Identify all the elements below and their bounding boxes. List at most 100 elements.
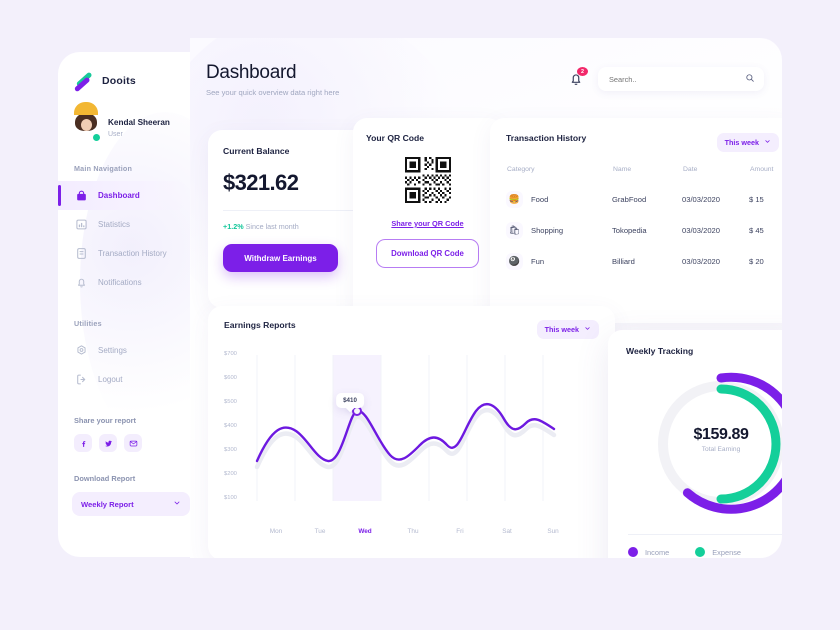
y-axis-tick: $400 [224, 423, 237, 429]
balance-change-percent: +1.2% [223, 222, 244, 231]
x-axis-tick: Sun [547, 528, 559, 535]
notification-bell-button[interactable]: 2 [568, 67, 588, 87]
legend-swatch-income [628, 547, 638, 557]
weekly-tracking-title: Weekly Tracking [626, 346, 694, 356]
transaction-history-card: Transaction History This week Category N… [490, 118, 782, 323]
column-header-category: Category [507, 166, 535, 173]
y-axis-tick: $300 [224, 447, 237, 453]
user-profile[interactable]: Kendal Sheeran User [58, 92, 190, 142]
facebook-icon[interactable] [74, 434, 92, 452]
earnings-filter-value: This week [544, 325, 579, 334]
download-report-select[interactable]: Weekly Report [72, 492, 190, 516]
sidebar-item-label: Logout [98, 375, 123, 384]
table-row[interactable]: 🎱 Fun Billiard 03/03/2020 $ 20 [506, 246, 779, 277]
chart-svg [254, 355, 557, 501]
sidebar-item-notifications[interactable]: Notifications [58, 268, 190, 297]
column-header-date: Date [683, 166, 698, 173]
home-icon [74, 189, 88, 203]
search-box[interactable] [598, 67, 764, 91]
utilities-label: Utilities [74, 319, 102, 328]
sidebar-item-logout[interactable]: Logout [58, 365, 190, 394]
sidebar-item-transaction-history[interactable]: Transaction History [58, 239, 190, 268]
shopping-emoji-icon: 🛍 [506, 222, 523, 239]
sidebar: Dooits Kendal Sheeran User Main Navigati… [58, 52, 190, 557]
divider [628, 534, 782, 535]
document-icon [74, 247, 88, 261]
email-icon[interactable] [124, 434, 142, 452]
sidebar-item-statistics[interactable]: Statistics [58, 210, 190, 239]
qr-code-image [404, 157, 451, 203]
share-report-label: Share your report [74, 416, 137, 425]
x-axis-tick: Tue [314, 528, 326, 535]
transaction-category: Fun [531, 257, 545, 266]
table-row[interactable]: 🛍 Shopping Tokopedia 03/03/2020 $ 45 [506, 215, 779, 246]
main-content: Dashboard See your quick overview data r… [190, 38, 782, 558]
sidebar-item-label: Statistics [98, 220, 131, 229]
chart-active-point [352, 406, 362, 416]
divider [223, 210, 368, 211]
x-axis-tick-active: Wed [358, 528, 372, 535]
chart-line-series [255, 402, 556, 463]
twitter-icon[interactable] [99, 434, 117, 452]
share-qr-link[interactable]: Share your QR Code [391, 219, 464, 228]
balance-title: Current Balance [223, 146, 290, 156]
brand-logo[interactable]: Dooits [58, 70, 190, 92]
transaction-date: 03/03/2020 [682, 195, 721, 204]
transaction-name: GrabFood [612, 195, 647, 204]
y-axis-tick: $700 [224, 351, 237, 357]
x-axis-tick: Fri [456, 528, 464, 535]
weekly-donut-chart [626, 370, 782, 518]
table-row[interactable]: 🍔 Food GrabFood 03/03/2020 $ 15 [506, 184, 779, 215]
gear-icon [74, 344, 88, 358]
transaction-date: 03/03/2020 [682, 226, 721, 235]
sidebar-item-dashboard[interactable]: Dashboard [58, 181, 190, 210]
notification-badge: 2 [577, 67, 588, 76]
download-report-label: Download Report [74, 474, 136, 483]
earnings-reports-card: Earnings Reports This week [208, 306, 615, 558]
logo-icon [73, 71, 94, 92]
x-axis-tick: Sat [502, 528, 512, 535]
legend-label: Expense [712, 547, 742, 557]
bar-chart-icon [74, 218, 88, 232]
table-header-row: Category Name Date Amount [506, 165, 779, 184]
balance-amount: $321.62 [223, 170, 299, 195]
qr-code-card: Your QR Code [353, 118, 502, 323]
social-share-group [58, 425, 190, 452]
legend-item-income: Income [628, 547, 669, 557]
transaction-category: Food [531, 195, 549, 204]
download-qr-button[interactable]: Download QR Code [376, 239, 479, 268]
page-title: Dashboard [206, 62, 297, 83]
x-axis-tick: Thu [407, 528, 419, 535]
balance-change: +1.2% Since last month [223, 222, 368, 231]
transaction-category: Shopping [531, 226, 564, 235]
transaction-filter-dropdown[interactable]: This week [716, 133, 779, 152]
main-navigation: Dashboard Statistics Transaction History [58, 181, 190, 297]
y-axis-tick: $500 [224, 399, 237, 405]
chevron-down-icon [764, 138, 771, 147]
x-axis-tick: Mon [269, 528, 283, 535]
chart-shadow-line [254, 407, 557, 470]
y-axis-tick: $100 [224, 495, 237, 501]
transaction-amount: $ 15 [749, 195, 764, 204]
page-header: Dashboard See your quick overview data r… [206, 62, 764, 97]
donut-center-label: $159.89 Total Earning [608, 426, 782, 453]
donut-svg [658, 372, 782, 514]
burger-emoji-icon: 🍔 [506, 191, 523, 208]
search-input[interactable] [607, 73, 721, 85]
search-icon[interactable] [745, 70, 755, 88]
weekly-total-caption: Total Earning [701, 446, 741, 453]
chevron-down-icon [584, 325, 591, 334]
transaction-amount: $ 45 [749, 226, 764, 235]
sidebar-item-settings[interactable]: Settings [58, 336, 190, 365]
user-name: Kendal Sheeran [108, 117, 170, 127]
sidebar-item-label: Dashboard [98, 191, 140, 200]
withdraw-earnings-button[interactable]: Withdraw Earnings [223, 244, 338, 272]
sidebar-item-label: Settings [98, 346, 127, 355]
weekly-total-amount: $159.89 [693, 426, 749, 443]
earnings-filter-dropdown[interactable]: This week [536, 320, 599, 339]
weekly-tracking-card: Weekly Tracking $159.89 Total Earning In… [608, 330, 782, 558]
logout-icon [74, 373, 88, 387]
avatar [72, 102, 101, 142]
weekly-legend: Income Expense [626, 535, 782, 557]
